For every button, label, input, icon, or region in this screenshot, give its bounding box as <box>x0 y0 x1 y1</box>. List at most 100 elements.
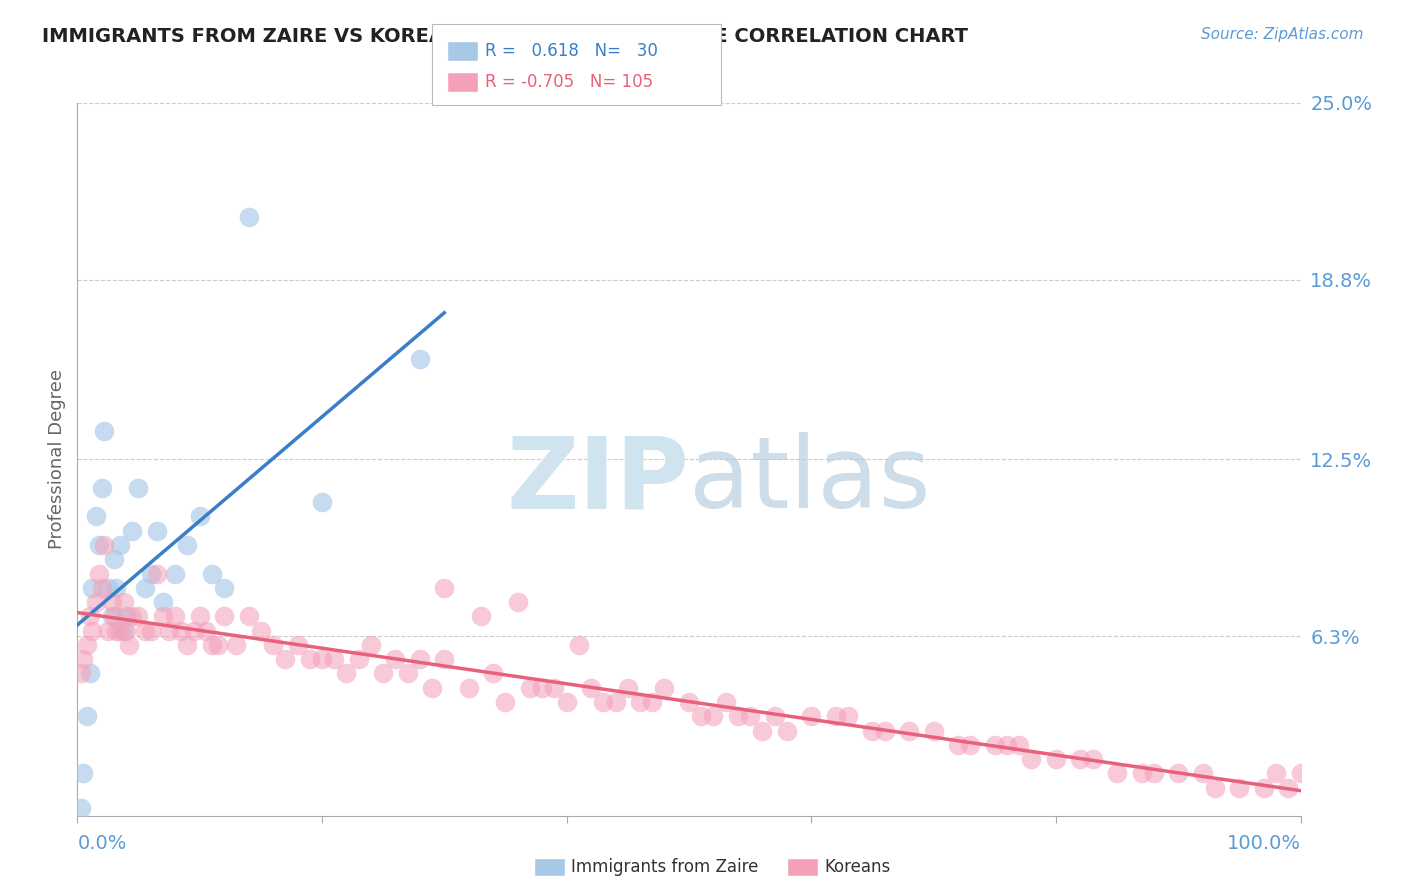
Point <box>384 652 406 666</box>
Text: Immigrants from Zaire: Immigrants from Zaire <box>571 858 758 876</box>
Point <box>1167 766 1189 780</box>
Point <box>409 652 432 666</box>
Point <box>898 723 921 738</box>
Point <box>702 709 724 723</box>
Point <box>641 695 664 709</box>
Text: atlas: atlas <box>689 433 931 529</box>
Point <box>72 766 94 780</box>
Point <box>121 609 143 624</box>
Point <box>946 738 969 752</box>
Point <box>984 738 1007 752</box>
Point <box>1204 780 1226 795</box>
Text: Koreans: Koreans <box>824 858 890 876</box>
Point <box>103 552 125 566</box>
Point <box>100 609 122 624</box>
Point <box>79 609 101 624</box>
Point <box>1253 780 1275 795</box>
Point <box>139 624 162 638</box>
Point <box>1130 766 1153 780</box>
Point <box>97 581 120 595</box>
Point <box>959 738 981 752</box>
Point <box>115 609 138 624</box>
Point <box>714 695 737 709</box>
Point <box>1143 766 1166 780</box>
Point <box>360 638 382 652</box>
Point <box>201 638 224 652</box>
Point <box>152 595 174 609</box>
Point <box>176 538 198 552</box>
Point <box>457 681 479 695</box>
Point <box>1008 738 1031 752</box>
Point <box>470 609 492 624</box>
Point <box>79 666 101 681</box>
Point <box>212 609 235 624</box>
Point <box>152 609 174 624</box>
Text: R =   0.618   N=   30: R = 0.618 N= 30 <box>485 42 658 60</box>
Point <box>592 695 614 709</box>
Point <box>862 723 884 738</box>
Point <box>76 638 98 652</box>
Point <box>84 595 107 609</box>
Point <box>165 566 187 581</box>
Point <box>506 595 529 609</box>
Point <box>70 800 93 814</box>
Point <box>188 509 211 524</box>
Point <box>420 681 443 695</box>
Point <box>157 624 180 638</box>
Point <box>1069 752 1091 766</box>
Point <box>112 595 135 609</box>
Point <box>628 695 651 709</box>
Point <box>134 624 156 638</box>
Point <box>873 723 896 738</box>
Point <box>396 666 419 681</box>
Point <box>776 723 799 738</box>
Point <box>176 638 198 652</box>
Point <box>262 638 284 652</box>
Point <box>579 681 602 695</box>
Point <box>433 581 456 595</box>
Point <box>690 709 713 723</box>
Point <box>1107 766 1129 780</box>
Point <box>335 666 357 681</box>
Point <box>76 709 98 723</box>
Point <box>495 695 517 709</box>
Point <box>108 538 131 552</box>
Point <box>225 638 247 652</box>
Point <box>751 723 773 738</box>
Text: IMMIGRANTS FROM ZAIRE VS KOREAN PROFESSIONAL DEGREE CORRELATION CHART: IMMIGRANTS FROM ZAIRE VS KOREAN PROFESSI… <box>42 27 969 45</box>
Point <box>519 681 541 695</box>
Point <box>115 624 138 638</box>
Point <box>617 681 640 695</box>
Point <box>1191 766 1213 780</box>
Point <box>543 681 565 695</box>
Point <box>837 709 859 723</box>
Point <box>763 709 786 723</box>
Point <box>128 609 150 624</box>
Text: 0.0%: 0.0% <box>77 834 127 853</box>
Point <box>433 652 456 666</box>
Point <box>146 566 169 581</box>
Point <box>201 566 224 581</box>
Point <box>371 666 394 681</box>
Point <box>1289 766 1312 780</box>
Point <box>121 524 143 538</box>
Point <box>93 424 115 438</box>
Point <box>139 566 162 581</box>
Point <box>165 609 187 624</box>
Point <box>287 638 309 652</box>
Point <box>238 609 260 624</box>
Point <box>105 624 128 638</box>
Point <box>89 566 111 581</box>
Point <box>146 524 169 538</box>
Text: 100.0%: 100.0% <box>1226 834 1301 853</box>
Point <box>80 624 103 638</box>
Point <box>103 609 125 624</box>
Point <box>274 652 297 666</box>
Point <box>824 709 846 723</box>
Point <box>311 652 333 666</box>
Point <box>555 695 578 709</box>
Point <box>1277 780 1299 795</box>
Point <box>727 709 749 723</box>
Point <box>1021 752 1043 766</box>
Point <box>183 624 205 638</box>
